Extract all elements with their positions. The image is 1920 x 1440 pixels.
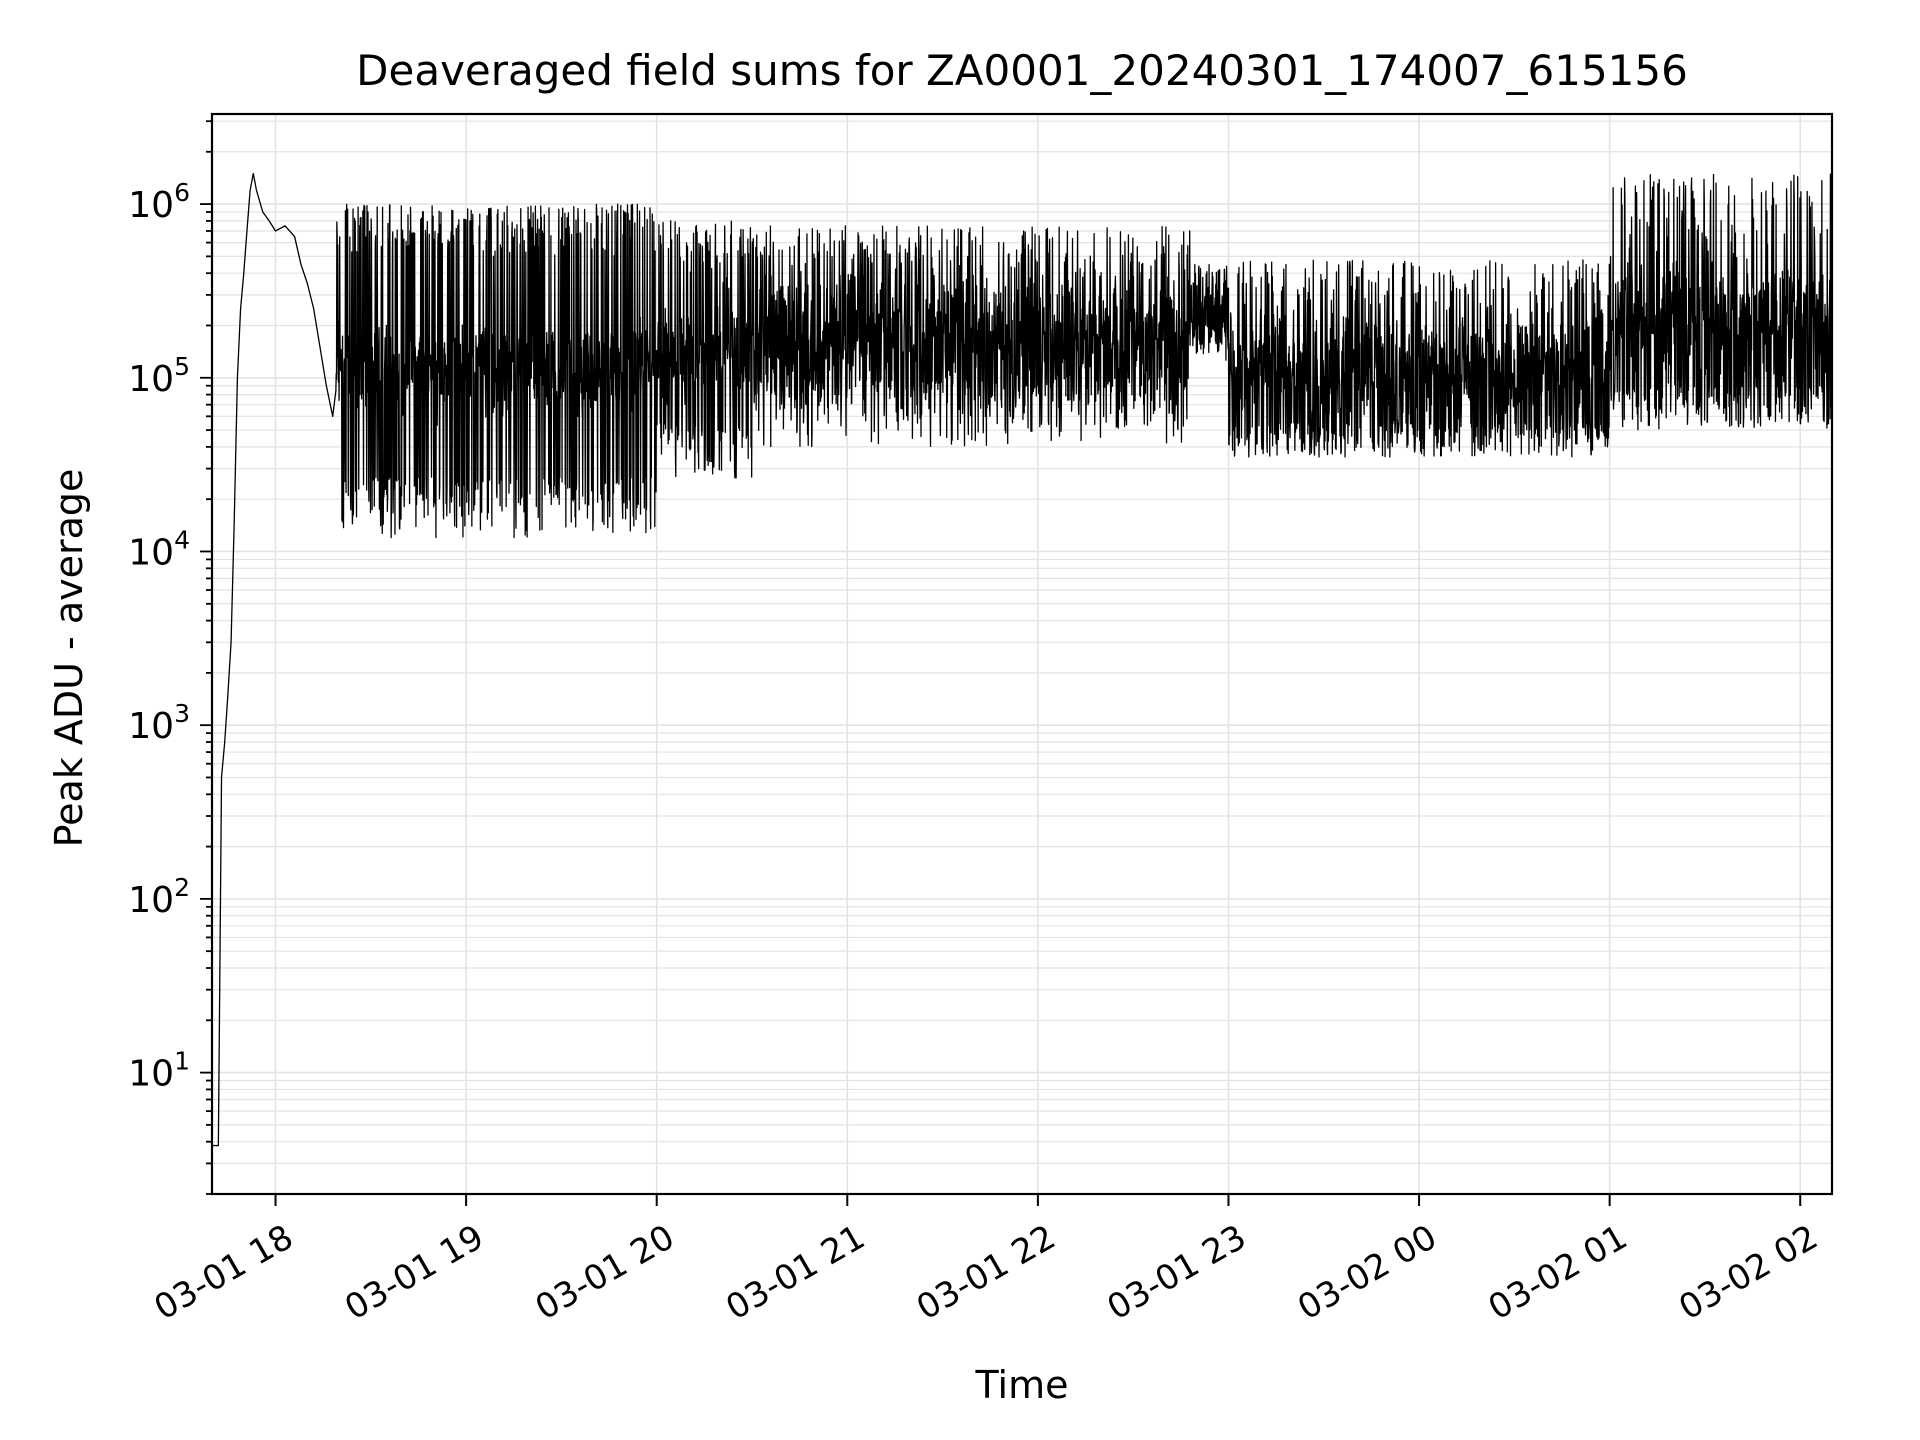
y-tick-exponent: 3: [174, 699, 190, 728]
y-tick-label: 104: [128, 525, 190, 573]
y-axis-label: Peak ADU - average: [47, 469, 91, 848]
y-tick-label: 105: [128, 352, 190, 400]
y-tick-base: 10: [128, 185, 174, 226]
y-tick-exponent: 5: [174, 352, 190, 381]
y-tick-label: 103: [128, 699, 190, 747]
y-tick-exponent: 6: [174, 178, 190, 207]
plot-frame: [210, 112, 1834, 1196]
y-tick-exponent: 1: [174, 1047, 190, 1076]
y-tick-label: 106: [128, 178, 190, 226]
y-tick-exponent: 2: [174, 873, 190, 902]
series-layer: [212, 172, 1833, 1147]
chart-title: Deaveraged field sums for ZA0001_2024030…: [356, 46, 1688, 95]
y-tick-exponent: 4: [174, 525, 190, 554]
y-tick-label: 101: [128, 1047, 190, 1095]
x-axis-label: Time: [975, 1363, 1069, 1407]
y-tick-base: 10: [128, 359, 174, 400]
y-tick-base: 10: [128, 1054, 174, 1095]
y-tick-base: 10: [128, 706, 174, 747]
y-tick-label: 102: [128, 873, 190, 921]
series-line: [212, 172, 1833, 1147]
y-tick-base: 10: [128, 532, 174, 573]
y-tick-base: 10: [128, 880, 174, 921]
